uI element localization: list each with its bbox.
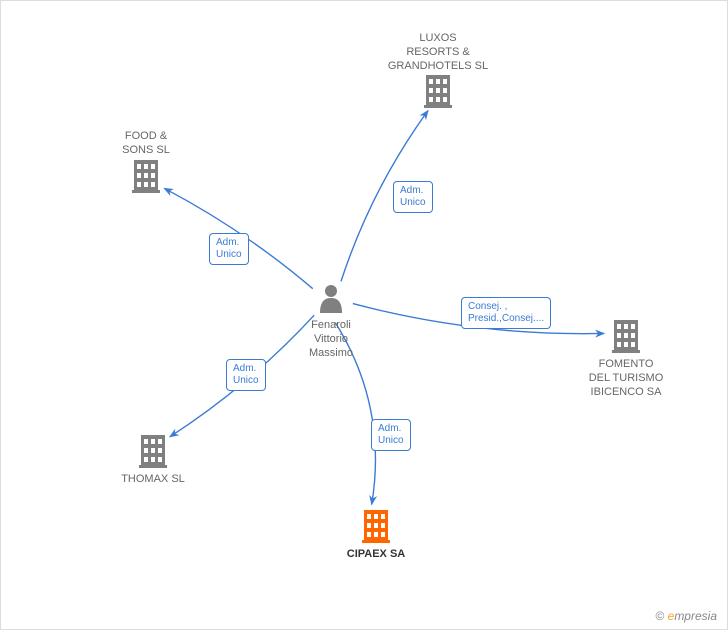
graph-svg [1, 1, 728, 630]
building-icon [139, 435, 167, 468]
footer-credit: © empresia [655, 609, 717, 623]
edge-label: Adm. Unico [371, 419, 411, 451]
node-label: THOMAX SL [98, 473, 208, 487]
copyright-symbol: © [655, 609, 664, 623]
brand-rest: mpresia [674, 609, 717, 623]
node-label: FOOD & SONS SL [91, 130, 201, 158]
edge-label: Adm. Unico [209, 233, 249, 265]
building-icon [424, 75, 452, 108]
building-icon [362, 510, 390, 543]
edge-label: Adm. Unico [226, 359, 266, 391]
person-icon [320, 285, 342, 313]
node-label: CIPAEX SA [321, 548, 431, 562]
building-icon [612, 320, 640, 353]
building-icon [132, 160, 160, 193]
center-node-label: Fenaroli Vittorio Massimo [291, 319, 371, 360]
edge-label: Consej. , Presid.,Consej.... [461, 297, 551, 329]
edge-label: Adm. Unico [393, 181, 433, 213]
node-label: FOMENTO DEL TURISMO IBICENCO SA [571, 358, 681, 399]
diagram-container: Fenaroli Vittorio Massimo LUXOS RESORTS &… [0, 0, 728, 630]
node-label: LUXOS RESORTS & GRANDHOTELS SL [383, 32, 493, 73]
